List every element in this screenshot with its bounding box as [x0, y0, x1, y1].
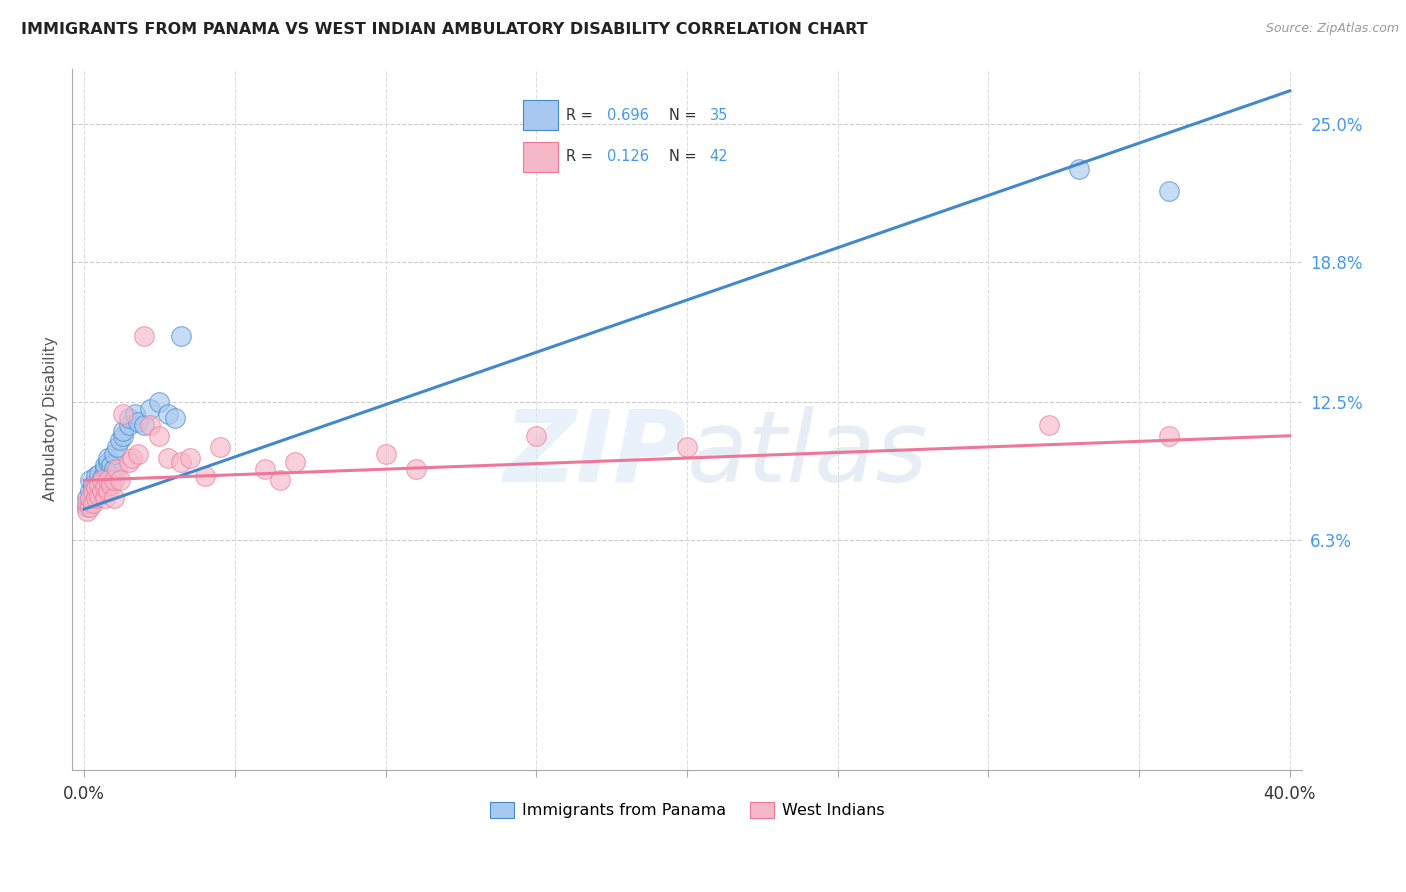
Point — [169, 455, 191, 469]
Point — [139, 402, 162, 417]
Point — [524, 429, 547, 443]
Point — [84, 491, 107, 505]
Point — [194, 468, 217, 483]
Point — [76, 504, 98, 518]
Point — [105, 440, 128, 454]
Point — [134, 417, 156, 432]
Point — [269, 473, 291, 487]
Point — [179, 450, 201, 465]
Point — [374, 447, 396, 461]
Point — [89, 489, 111, 503]
Point — [208, 440, 231, 454]
Point — [89, 467, 111, 481]
Point — [103, 473, 125, 487]
Point — [79, 473, 101, 487]
Point — [112, 425, 135, 439]
Point — [84, 480, 107, 494]
Point — [94, 480, 117, 494]
Point — [148, 395, 170, 409]
Text: Source: ZipAtlas.com: Source: ZipAtlas.com — [1265, 22, 1399, 36]
Point — [97, 455, 120, 469]
Point — [1038, 417, 1060, 432]
Point — [112, 407, 135, 421]
Point — [253, 462, 276, 476]
Y-axis label: Ambulatory Disability: Ambulatory Disability — [44, 336, 58, 501]
Point — [100, 477, 122, 491]
Point — [89, 477, 111, 491]
Point — [157, 407, 180, 421]
Point — [76, 500, 98, 514]
Point — [1159, 429, 1181, 443]
Point — [110, 473, 132, 487]
Point — [91, 471, 114, 485]
Point — [103, 447, 125, 461]
Point — [84, 482, 107, 496]
Point — [79, 491, 101, 505]
Point — [91, 484, 114, 499]
Point — [79, 495, 101, 509]
Point — [1067, 161, 1090, 176]
Point — [169, 328, 191, 343]
Point — [118, 411, 141, 425]
Point — [134, 328, 156, 343]
Point — [121, 450, 143, 465]
Point — [676, 440, 699, 454]
Point — [157, 450, 180, 465]
Point — [97, 473, 120, 487]
Point — [405, 462, 427, 476]
Point — [105, 462, 128, 476]
Point — [79, 500, 101, 514]
Point — [89, 477, 111, 491]
Text: ZIP: ZIP — [503, 406, 688, 502]
Text: atlas: atlas — [688, 406, 928, 502]
Point — [97, 450, 120, 465]
Point — [127, 447, 149, 461]
Point — [163, 411, 186, 425]
Point — [79, 484, 101, 499]
Point — [84, 468, 107, 483]
Point — [148, 429, 170, 443]
Point — [97, 484, 120, 499]
Point — [94, 458, 117, 472]
Point — [76, 495, 98, 509]
Point — [82, 477, 104, 491]
Point — [118, 417, 141, 432]
Point — [1159, 184, 1181, 198]
Point — [139, 417, 162, 432]
Point — [284, 455, 307, 469]
Point — [91, 473, 114, 487]
Point — [82, 495, 104, 509]
Point — [124, 407, 146, 421]
Point — [100, 458, 122, 472]
Point — [103, 462, 125, 476]
Point — [76, 491, 98, 505]
Point — [118, 455, 141, 469]
Point — [82, 484, 104, 499]
Point — [94, 491, 117, 505]
Point — [82, 489, 104, 503]
Point — [112, 429, 135, 443]
Point — [94, 462, 117, 476]
Legend: Immigrants from Panama, West Indians: Immigrants from Panama, West Indians — [484, 796, 890, 825]
Text: IMMIGRANTS FROM PANAMA VS WEST INDIAN AMBULATORY DISABILITY CORRELATION CHART: IMMIGRANTS FROM PANAMA VS WEST INDIAN AM… — [21, 22, 868, 37]
Point — [103, 491, 125, 505]
Point — [127, 416, 149, 430]
Point — [110, 434, 132, 448]
